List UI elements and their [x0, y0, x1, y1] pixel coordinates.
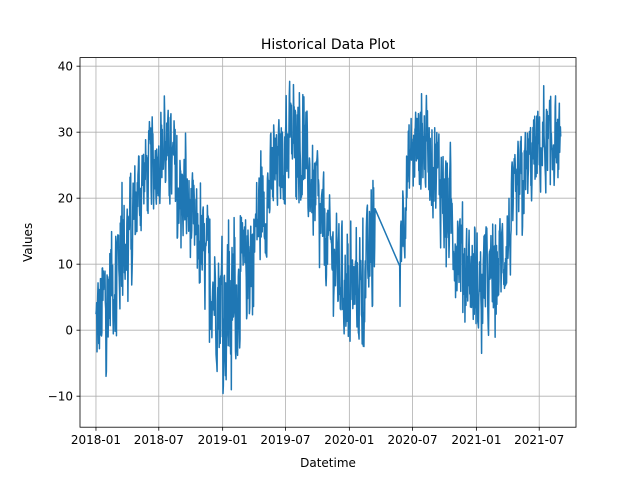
y-tick-label: −10: [48, 389, 73, 403]
y-axis: −10 0 10 20 30 40: [48, 59, 80, 403]
series-layer: [95, 80, 562, 395]
x-tick-label: 2018-01: [71, 433, 121, 447]
plot-frame: [79, 57, 577, 428]
x-tick-label: 2019-07: [260, 433, 310, 447]
y-tick-label: 40: [58, 59, 73, 73]
y-tick-label: 10: [58, 257, 73, 271]
x-tick-label: 2020-01: [324, 433, 374, 447]
chart-title: Historical Data Plot: [261, 37, 396, 53]
series-line: [95, 80, 562, 395]
x-axis: 2018-01 2018-07 2019-01 2019-07 2020-01 2020-…: [71, 427, 564, 447]
x-tick-label: 2021-07: [514, 433, 564, 447]
y-axis-title: Values: [21, 223, 35, 262]
x-tick-label: 2018-07: [134, 433, 184, 447]
x-axis-title: Datetime: [300, 456, 356, 470]
x-tick-label: 2021-01: [451, 433, 501, 447]
y-tick-label: 30: [58, 125, 73, 139]
x-tick-label: 2019-01: [198, 433, 248, 447]
y-tick-label: 0: [65, 323, 73, 337]
x-tick-label: 2020-07: [387, 433, 437, 447]
y-tick-label: 20: [58, 191, 73, 205]
